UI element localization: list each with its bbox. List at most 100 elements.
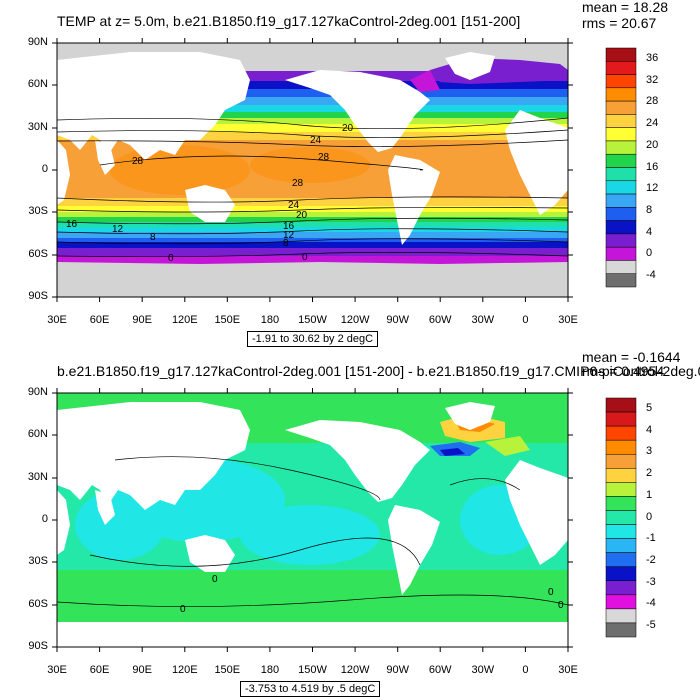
- colorbar-label: -3: [646, 575, 656, 588]
- map-canvas: 0 0 0 0: [52, 388, 637, 652]
- contour-label: 28: [292, 178, 304, 189]
- colorbar-swatch: [605, 580, 637, 596]
- contour-label: 20: [342, 123, 354, 134]
- colorbar-swatch: [605, 87, 637, 102]
- lon-label: 90E: [132, 314, 152, 326]
- lon-label: 60E: [89, 314, 110, 326]
- colorbar: [605, 397, 637, 638]
- colorbar-swatch: [605, 411, 637, 427]
- contour-label: 24: [288, 200, 300, 211]
- panel-title: b.e21.B1850.f19_g17.127kaControl-2deg.00…: [57, 363, 700, 379]
- colorbar-label: 4: [646, 225, 653, 238]
- colorbar-swatch: [605, 193, 637, 208]
- contour-caption: -3.753 to 4.519 by .5 degC: [240, 681, 381, 697]
- colorbar-swatch: [605, 153, 637, 168]
- colorbar-swatch: [605, 47, 637, 62]
- colorbar-swatch: [605, 594, 637, 610]
- contour-lines: [57, 456, 568, 607]
- colorbar-label: 1: [646, 488, 653, 501]
- lat-label: 30S: [28, 205, 48, 217]
- lat-label: 0: [41, 513, 48, 525]
- lon-label: 30E: [558, 664, 578, 676]
- colorbar-label: 32: [646, 73, 659, 86]
- lat-label: 60N: [27, 428, 48, 440]
- contour-label: 8: [283, 238, 289, 249]
- colorbar-label: -1: [646, 532, 656, 545]
- lat-label: 30N: [27, 471, 48, 483]
- lon-label: 30E: [47, 664, 67, 676]
- lon-label: 120E: [171, 664, 198, 676]
- contour-lines: [57, 117, 568, 258]
- colorbar-swatch: [605, 482, 637, 497]
- lon-label: 180: [260, 664, 280, 676]
- colorbar-label: 0: [646, 247, 653, 260]
- colorbar-swatch: [605, 524, 637, 539]
- colorbar-swatch: [605, 220, 637, 235]
- colorbar-label: 5: [646, 401, 653, 414]
- contour-label: 0: [558, 600, 564, 611]
- colorbar-swatch: [605, 61, 637, 75]
- colorbar-label: -2: [646, 553, 656, 566]
- colorbar-label: -4: [646, 597, 656, 610]
- colorbar-label: 4: [646, 423, 653, 436]
- lat-label: 60S: [28, 248, 48, 260]
- lat-label: 60N: [27, 78, 48, 90]
- colorbar-label: 20: [646, 138, 659, 151]
- map-canvas: 24 20 28 28 28 24 20 16 12 8 16 12 8 0 0: [52, 38, 637, 302]
- colorbar-label: 16: [646, 160, 659, 173]
- lat-label: 90N: [27, 36, 48, 48]
- colorbar-swatch: [605, 140, 637, 155]
- colorbar-swatch: [605, 397, 637, 413]
- sst-field: [57, 43, 568, 297]
- contour-label: 8: [150, 232, 156, 243]
- lon-label: 60W: [428, 314, 452, 326]
- lat-label: 90S: [28, 290, 48, 302]
- colorbar-swatch: [605, 468, 637, 483]
- colorbar: [605, 47, 637, 288]
- lon-label: 120E: [171, 314, 198, 326]
- colorbar-label: -4: [646, 269, 656, 282]
- lat-label: 30S: [28, 555, 48, 567]
- contour-label: 0: [548, 587, 554, 598]
- lon-label: 150W: [298, 664, 327, 676]
- contour-label-group: 24 20 28 28 28 24 20 16 12 8 16 12 8 0 0: [66, 123, 354, 264]
- contour-label-group: 0 0 0 0: [180, 574, 564, 615]
- lon-label: 120W: [340, 314, 370, 326]
- colorbar-swatch: [605, 622, 637, 638]
- colorbar-swatch: [605, 246, 637, 261]
- colorbar-swatch: [605, 273, 637, 288]
- mean-value: mean = -0.1644: [582, 349, 681, 365]
- lat-label: 0: [41, 163, 48, 175]
- lon-label: 150E: [214, 664, 241, 676]
- colorbar-label: 28: [646, 95, 659, 108]
- colorbar-label: 12: [646, 182, 659, 195]
- colorbar-label: 24: [646, 117, 659, 130]
- lon-label: 0: [522, 664, 529, 676]
- colorbar-swatch: [605, 74, 637, 89]
- colorbar-swatch: [605, 260, 637, 274]
- contour-label: 12: [112, 224, 124, 235]
- colorbar-swatch: [605, 566, 637, 582]
- colorbar-swatch: [605, 207, 637, 221]
- contour-label: 28: [318, 152, 330, 163]
- colorbar-label: 2: [646, 467, 653, 480]
- top-map-panel: TEMP at z= 5.0m, b.e21.B1850.f19_g17.127…: [27, 0, 668, 347]
- diff-field: [57, 393, 568, 647]
- colorbar-swatch: [605, 510, 637, 525]
- colorbar-label: 0: [646, 510, 653, 523]
- lon-label: 180: [260, 314, 280, 326]
- lon-label: 30W: [471, 664, 495, 676]
- colorbar-swatch: [605, 114, 637, 128]
- colorbar-swatch: [605, 608, 637, 624]
- lon-label: 60E: [89, 664, 110, 676]
- contour-label: 28: [132, 156, 144, 167]
- lon-label: 30E: [558, 314, 578, 326]
- lat-label: 60S: [28, 598, 48, 610]
- contour-label: 12: [283, 230, 295, 241]
- panel-title: TEMP at z= 5.0m, b.e21.B1850.f19_g17.127…: [57, 13, 521, 29]
- contour-label: 0: [302, 252, 308, 263]
- contour-label: 0: [168, 253, 174, 264]
- lon-label: 150E: [214, 314, 241, 326]
- colorbar-swatch: [605, 496, 637, 511]
- lat-label: 90N: [27, 386, 48, 398]
